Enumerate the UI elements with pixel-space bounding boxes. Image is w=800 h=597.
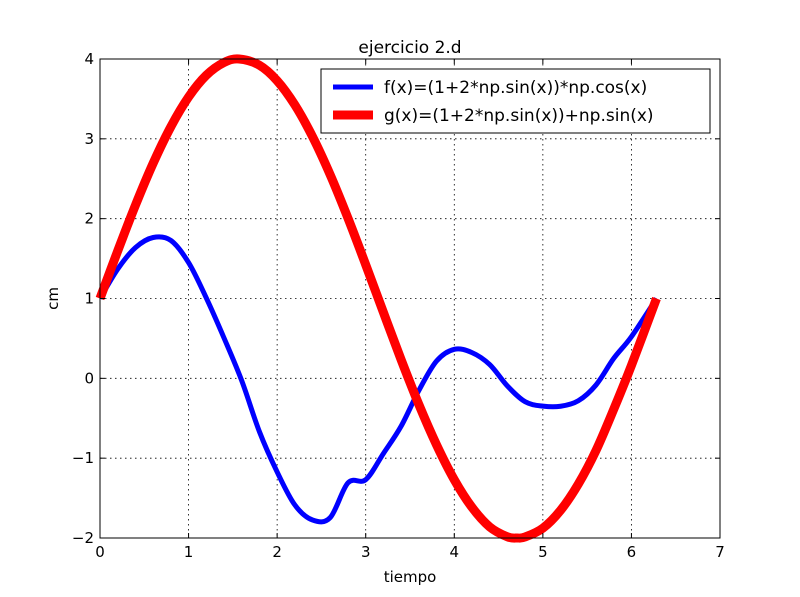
series-line-f <box>97 234 659 525</box>
legend-label-g: g(x)=(1+2*np.sin(x))+np.sin(x) <box>384 106 654 126</box>
x-tick-label: 5 <box>538 543 548 561</box>
legend: f(x)=(1+2*np.sin(x))*np.cos(x) g(x)=(1+2… <box>320 68 711 134</box>
y-axis-label: cm <box>44 287 62 310</box>
y-tick-label: 4 <box>84 50 94 68</box>
ticks: 0 1 2 3 4 5 6 7 −2 −1 0 1 2 3 4 <box>72 50 725 561</box>
y-tick-label: 1 <box>84 290 94 308</box>
x-tick-label: 7 <box>715 543 725 561</box>
legend-label-f: f(x)=(1+2*np.sin(x))*np.cos(x) <box>384 78 647 98</box>
x-tick-label: 0 <box>95 543 105 561</box>
x-tick-label: 3 <box>361 543 371 561</box>
series-group <box>95 54 661 543</box>
y-tick-label: 3 <box>84 130 94 148</box>
x-tick-label: 2 <box>272 543 282 561</box>
y-tick-label: 0 <box>84 369 94 387</box>
y-tick-label: −2 <box>72 529 94 547</box>
y-tick-label: −1 <box>72 449 94 467</box>
y-tick-label: 2 <box>84 210 94 228</box>
x-tick-label: 1 <box>184 543 194 561</box>
chart-title: ejercicio 2.d <box>358 38 461 58</box>
legend-box <box>320 68 711 134</box>
series-line-g <box>95 54 661 543</box>
x-tick-label: 6 <box>627 543 637 561</box>
x-tick-label: 4 <box>450 543 460 561</box>
x-axis-label: tiempo <box>384 568 437 586</box>
